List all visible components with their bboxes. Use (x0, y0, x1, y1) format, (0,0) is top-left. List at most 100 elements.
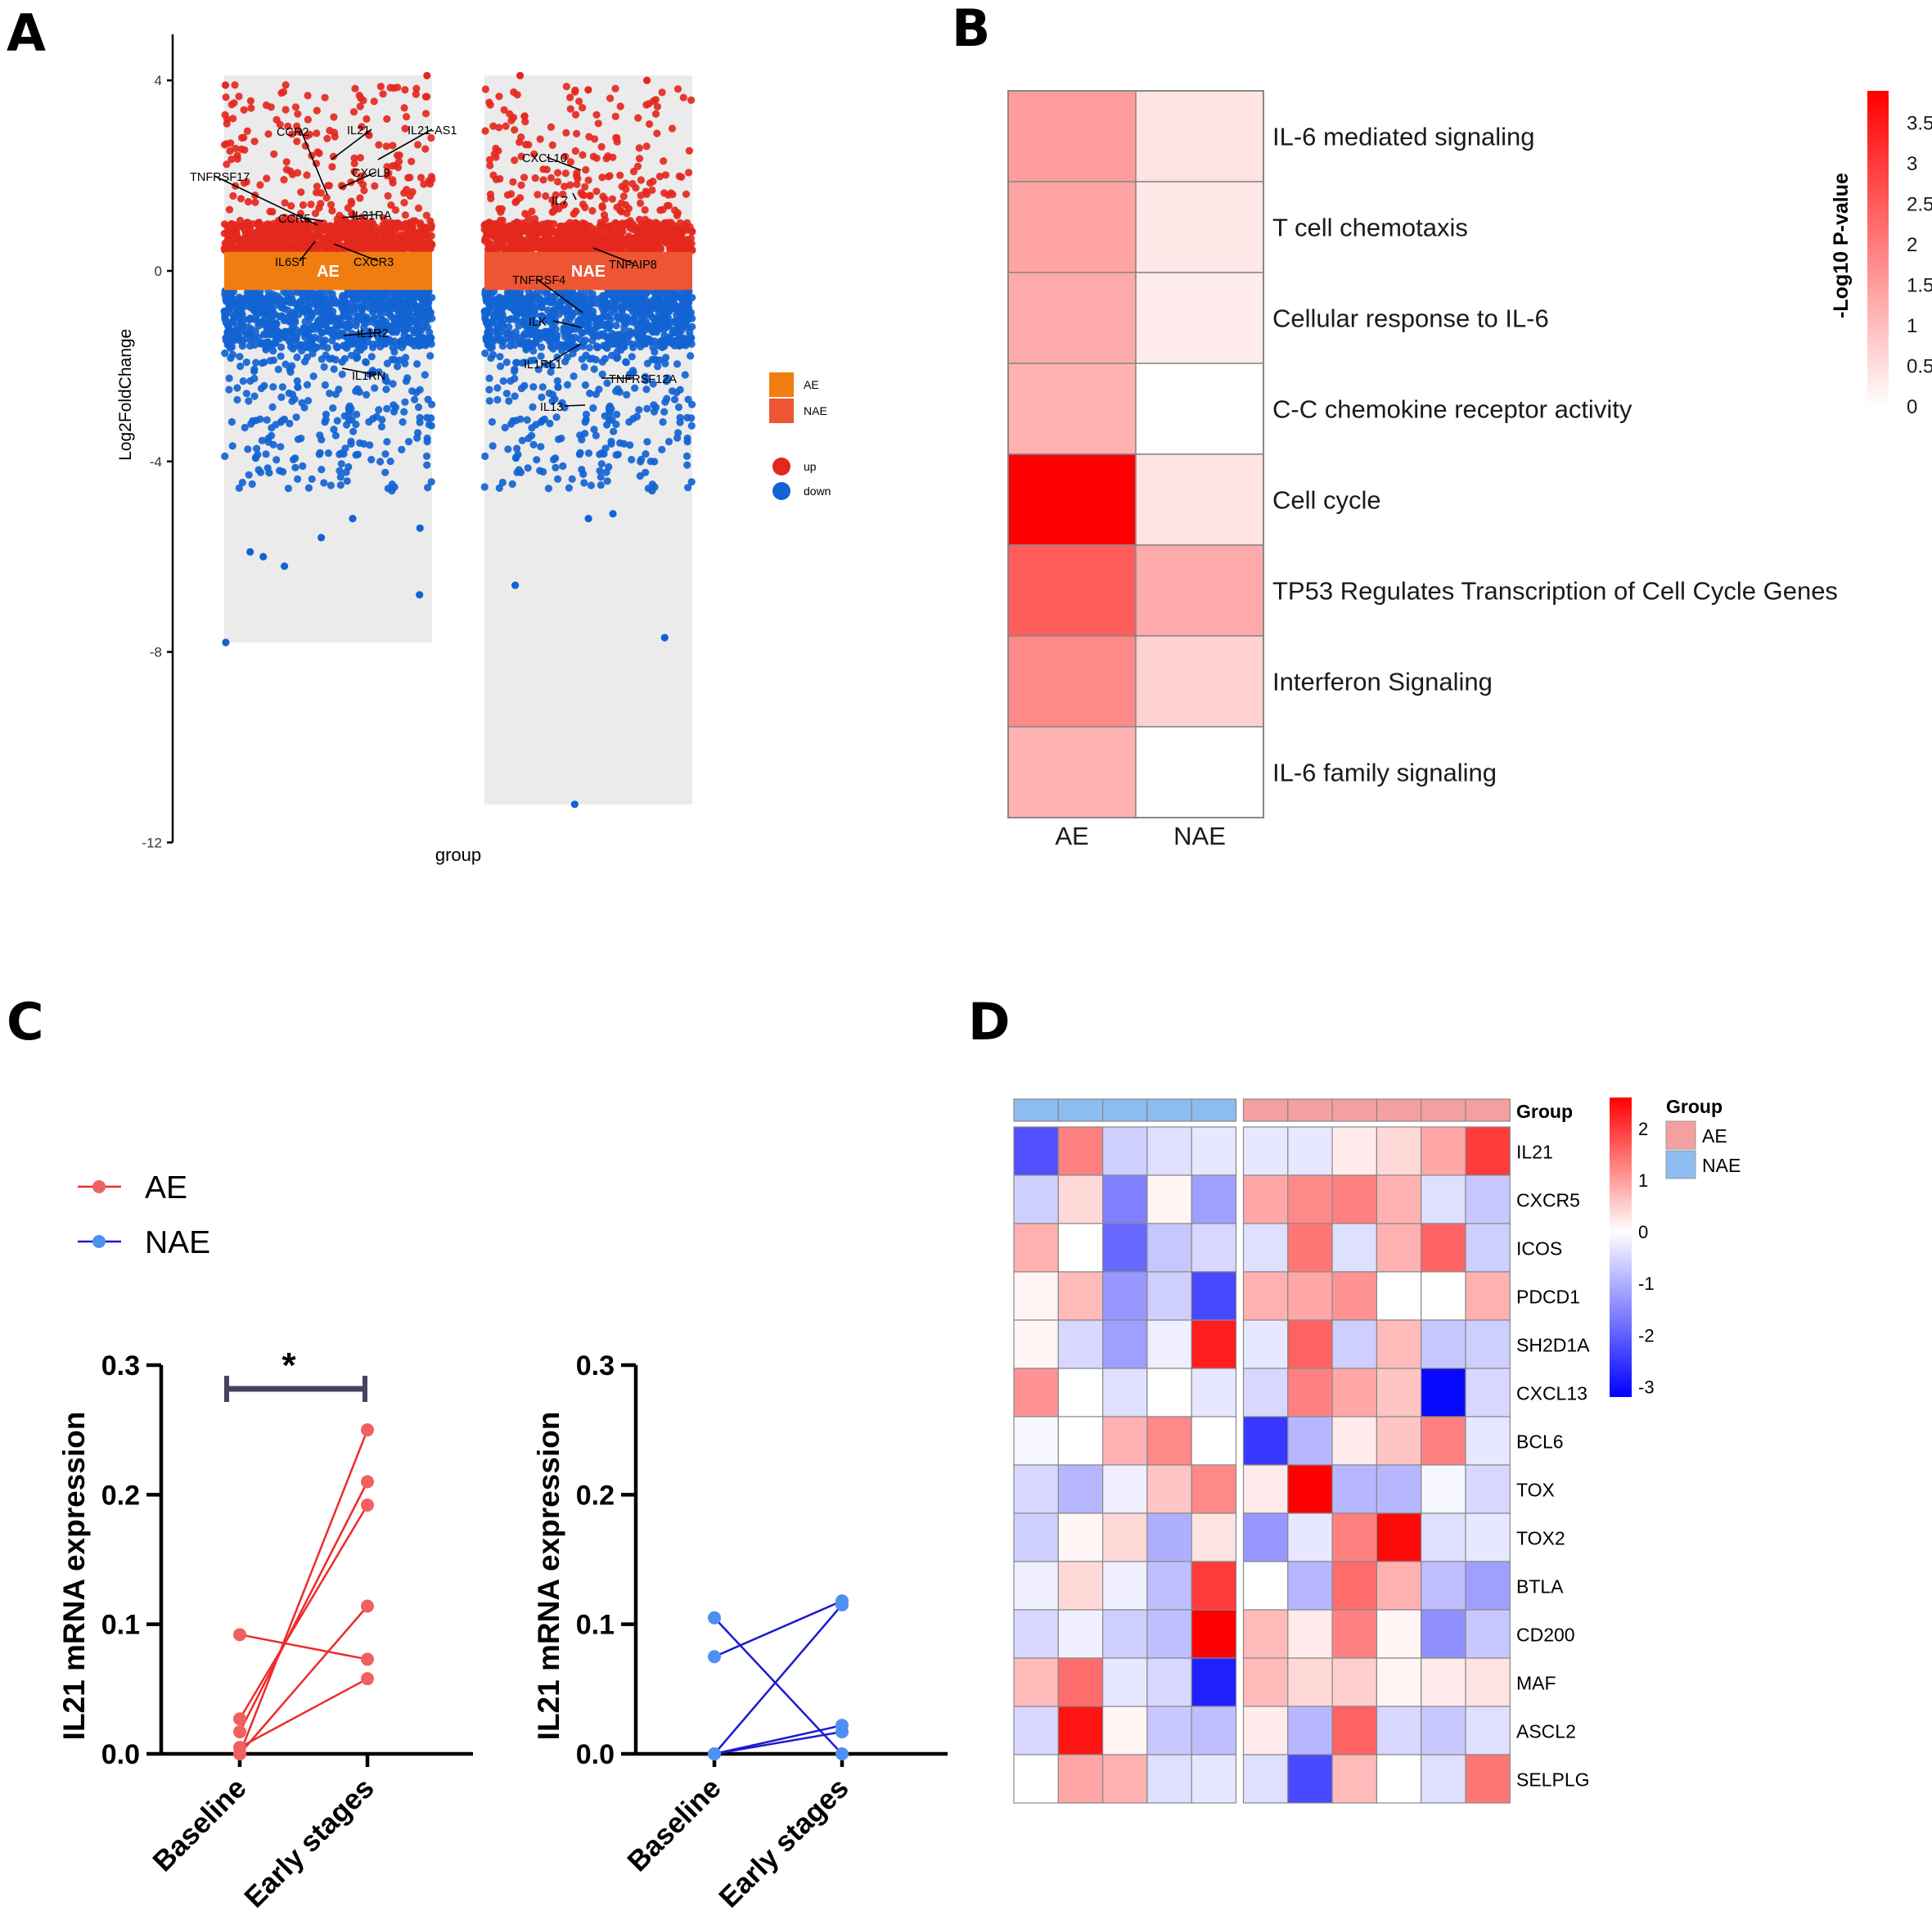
heat-cell (1376, 1657, 1422, 1707)
point-down (675, 335, 683, 343)
point-down (227, 343, 236, 351)
point-down (383, 438, 391, 446)
point-up (229, 115, 237, 123)
point-down (336, 473, 345, 481)
point-down (274, 365, 282, 373)
point-up (687, 96, 696, 104)
point-down (262, 450, 270, 458)
point-up (627, 235, 635, 243)
point-up (587, 241, 595, 250)
y-tick-label: -12 (142, 835, 162, 850)
pair-line (238, 1429, 369, 1755)
legend-label: up (804, 460, 817, 473)
point-down (505, 323, 513, 331)
colorbar-tick: 3 (1907, 153, 1917, 175)
heat-cell (1421, 1561, 1466, 1611)
point-down (586, 390, 594, 398)
point-down (635, 288, 643, 296)
group-band-nae (484, 251, 692, 291)
point-up (311, 210, 320, 218)
point-up (561, 169, 570, 178)
point-up (401, 230, 409, 239)
point-down (607, 437, 615, 445)
group-annotation-cell (1376, 1098, 1422, 1122)
gene-label: TNFRSF17 (190, 171, 250, 184)
point-up (408, 187, 417, 196)
point-down (681, 319, 689, 327)
pathway-label: C-C chemokine receptor activity (1272, 395, 1633, 424)
point-up (584, 176, 592, 184)
point-down (545, 313, 553, 321)
point-down (515, 309, 523, 317)
point-down (516, 415, 525, 423)
point-down (590, 426, 598, 434)
point-up (573, 129, 581, 137)
y-tick-label: -8 (150, 645, 162, 660)
point-down (382, 290, 390, 298)
point-down (493, 395, 502, 404)
point-up (385, 219, 394, 227)
point-up (652, 223, 661, 231)
point-down (331, 355, 340, 364)
heat-cell (1242, 1706, 1289, 1755)
gene-leader-line (377, 128, 433, 160)
point-up (358, 228, 367, 236)
point-down (628, 318, 637, 326)
point-down (513, 358, 521, 367)
point-down (687, 478, 696, 486)
point-up (499, 245, 508, 254)
heat-cell (1057, 1561, 1104, 1611)
panel-letter-d: D (968, 992, 1010, 1052)
point-up (397, 245, 405, 253)
gene-row-label: SELPLG (1516, 1769, 1590, 1791)
point-up (402, 219, 410, 228)
point-up (222, 93, 230, 101)
heat-cell (1331, 1271, 1377, 1321)
heat-cell (1465, 1754, 1511, 1804)
gene-leader-line (214, 175, 318, 226)
point-down (417, 315, 425, 323)
point-up (589, 152, 598, 160)
point-up (602, 241, 610, 249)
point-up (379, 221, 387, 229)
point-down (426, 352, 435, 360)
point-up (360, 187, 368, 195)
heat-cell (1007, 363, 1137, 455)
point-up (572, 172, 581, 180)
heat-cell (1287, 1174, 1333, 1224)
point-up (577, 189, 585, 197)
point-up (412, 84, 421, 92)
point-up (660, 157, 668, 165)
point-up (323, 134, 331, 142)
heat-cell (1101, 1561, 1148, 1611)
point-down (554, 340, 562, 349)
point-down (277, 352, 285, 360)
point-down (530, 324, 538, 333)
heat-cell (1007, 726, 1137, 818)
pair-line (714, 1600, 843, 1658)
panel-a-legend: AE NAE up down (769, 372, 831, 500)
point-down (651, 355, 660, 363)
point-down (613, 410, 621, 418)
point-down (228, 350, 237, 358)
point-up (685, 169, 693, 177)
point-up (545, 225, 553, 233)
point-down (320, 479, 328, 487)
point-down (228, 318, 236, 327)
point-down (287, 296, 295, 304)
point-outlier (516, 71, 525, 79)
heat-cell (1376, 1416, 1422, 1466)
point-down (250, 292, 258, 300)
heat-cell (1007, 272, 1137, 364)
point-up (313, 106, 321, 115)
point-up (414, 141, 422, 149)
x-tick-label: Baseline (621, 1772, 727, 1877)
point-down (587, 481, 596, 489)
point-up (682, 190, 691, 198)
heat-cell (1191, 1706, 1237, 1755)
point-up (274, 238, 282, 246)
point-up (294, 169, 302, 177)
heat-cell (1465, 1512, 1511, 1562)
group-legend-label: AE (1702, 1125, 1727, 1147)
point-down (248, 480, 256, 489)
